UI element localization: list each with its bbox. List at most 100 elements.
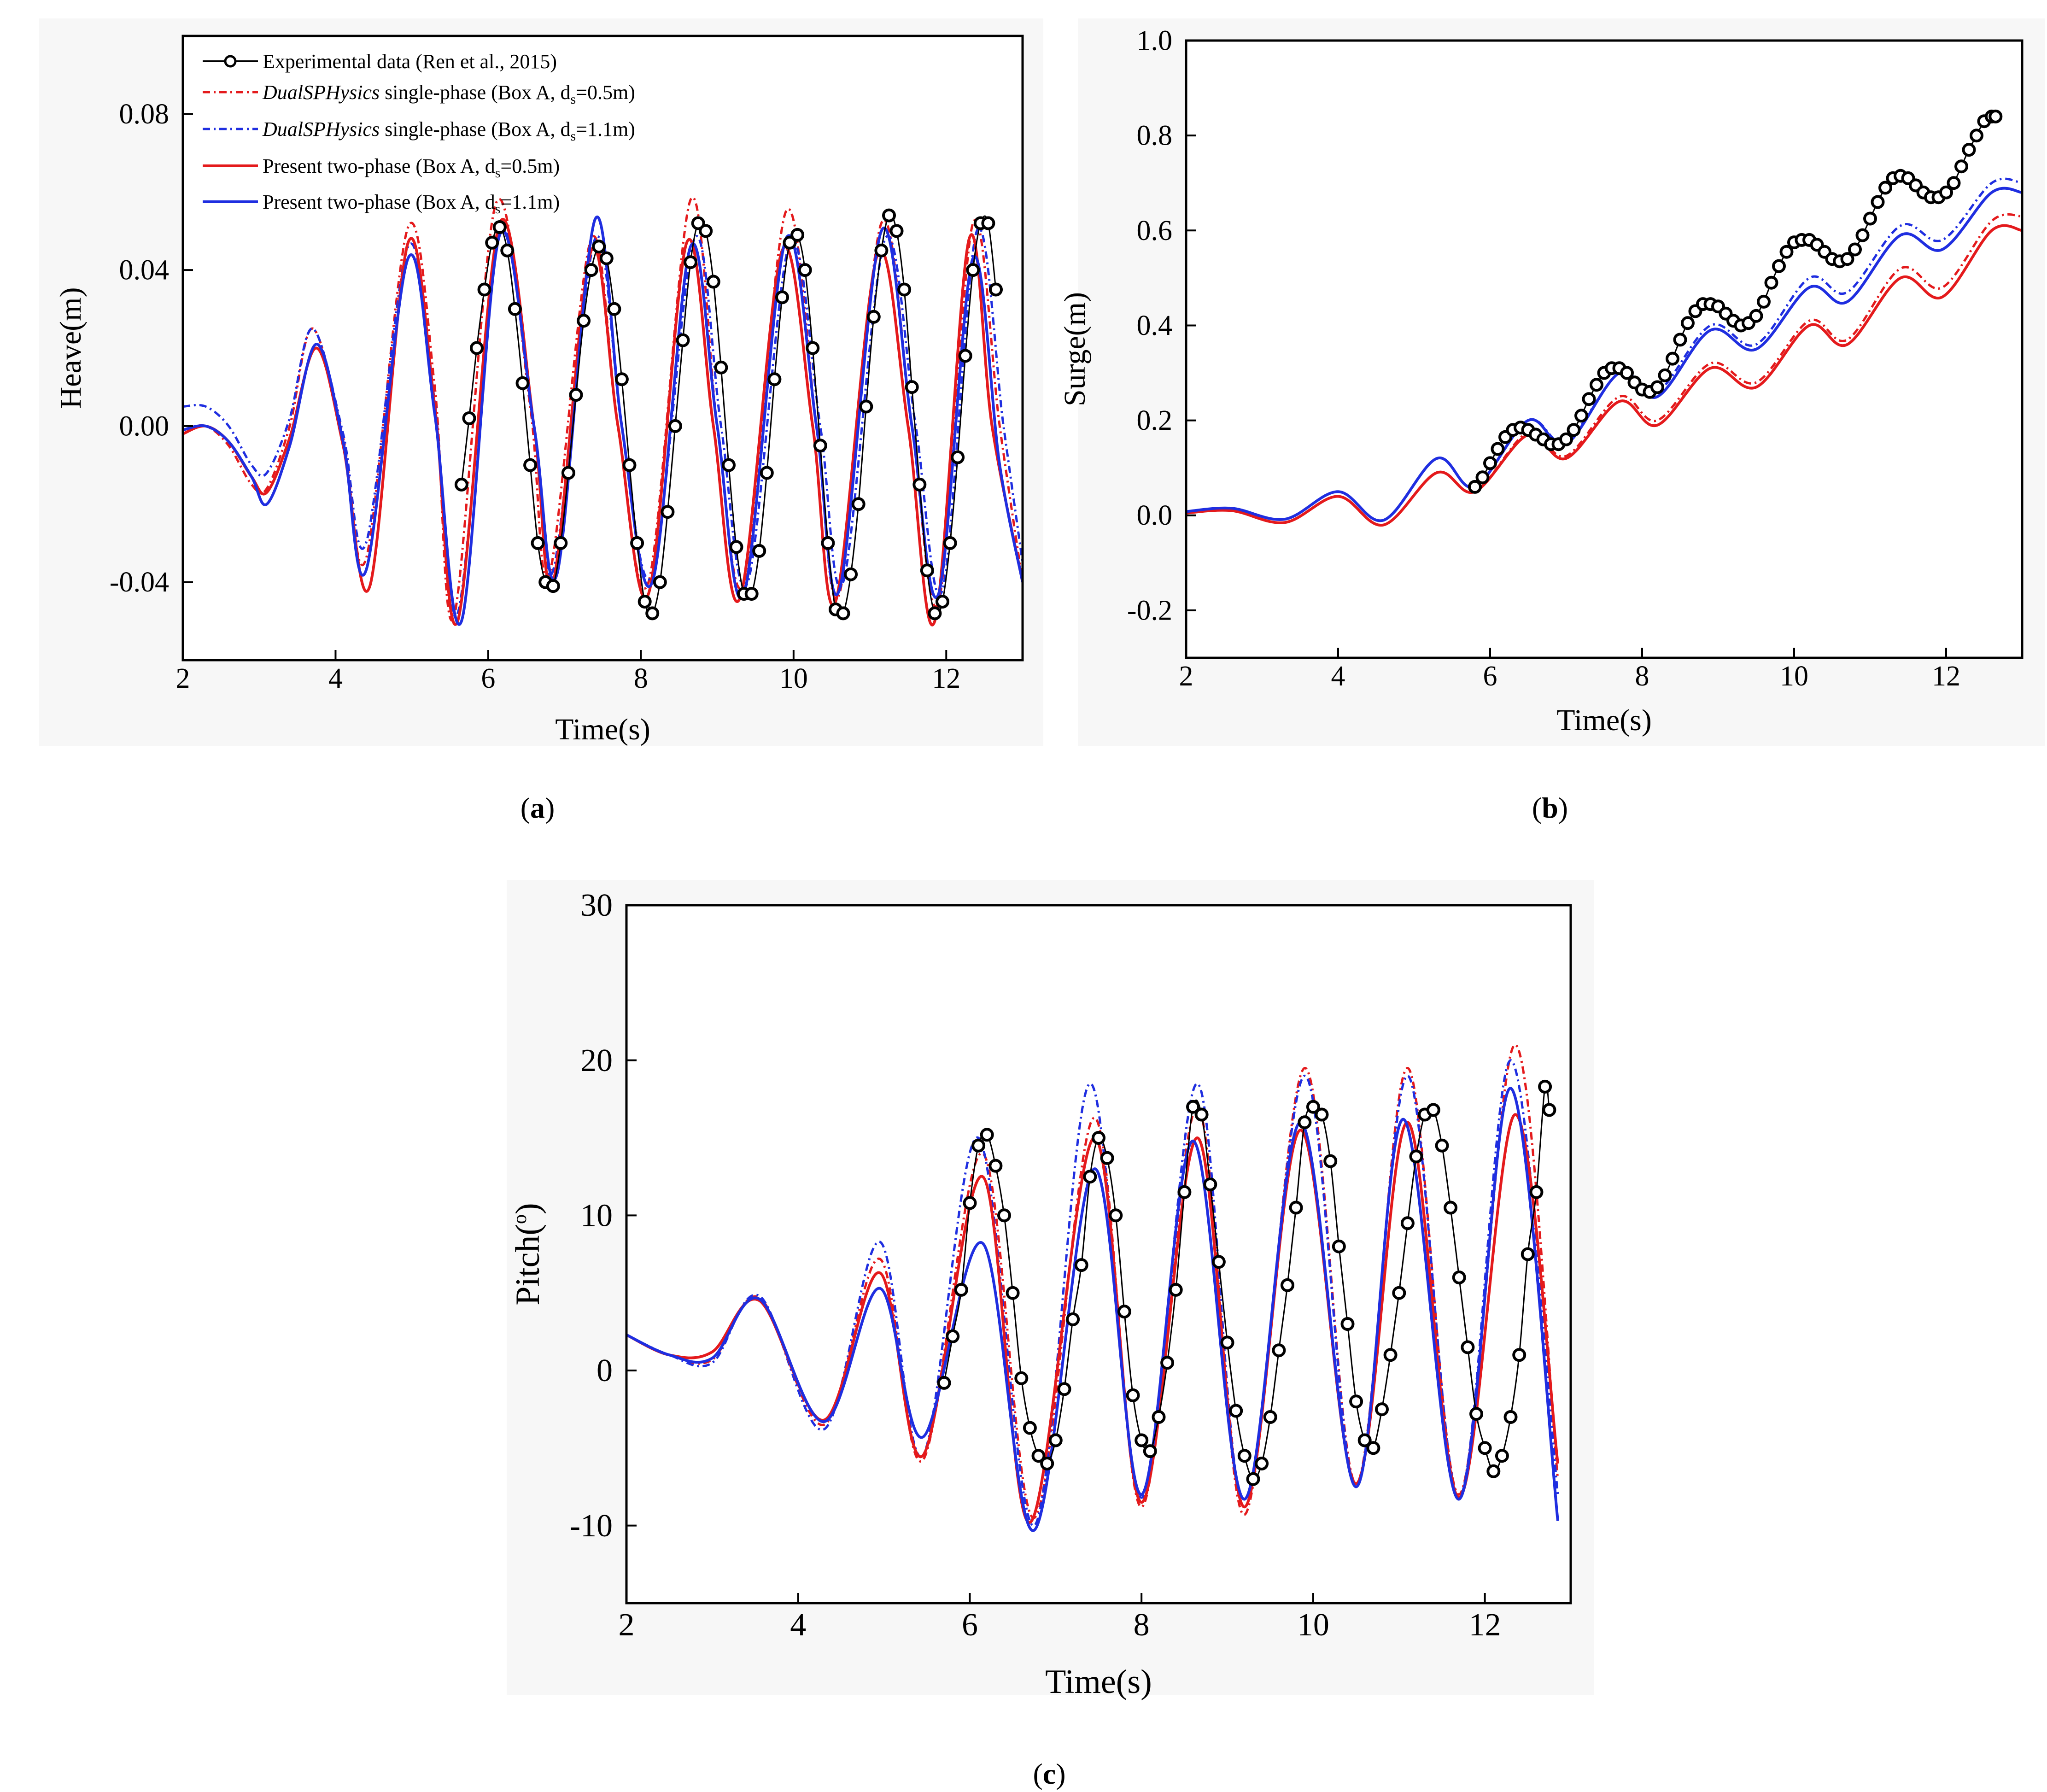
y-axis-title-b: Surge(m) xyxy=(1058,292,1092,406)
exp-marker-c-61 xyxy=(1461,1340,1475,1354)
exp-marker-b-13 xyxy=(1567,423,1581,437)
exp-marker-a-13 xyxy=(554,536,568,550)
exp-marker-a-61 xyxy=(920,563,934,578)
y-tick-label-b-1: 0.0 xyxy=(1137,500,1173,531)
x-tick-label-a-2: 6 xyxy=(481,663,495,694)
exp-marker-a-67 xyxy=(966,263,980,277)
exp-marker-c-23 xyxy=(1135,1433,1149,1447)
exp-marker-a-70 xyxy=(989,282,1003,297)
x-tick-label-b-4: 10 xyxy=(1780,661,1808,692)
exp-marker-a-42 xyxy=(775,290,789,305)
exp-marker-c-59 xyxy=(1444,1201,1458,1215)
exp-marker-b-1 xyxy=(1475,470,1490,485)
panel-label-c: (c) xyxy=(1033,1757,1065,1790)
x-tick-label-b-3: 8 xyxy=(1635,661,1649,692)
exp-marker-c-71 xyxy=(1542,1103,1556,1117)
exp-marker-c-52 xyxy=(1383,1348,1398,1362)
legend-item-dual-11: DualSPHysics single-phase (Box A, ds=1.1… xyxy=(203,118,635,144)
exp-marker-c-26 xyxy=(1160,1356,1175,1370)
y-tick-label-a-0: -0.04 xyxy=(110,567,169,598)
x-tick-label-a-3: 8 xyxy=(634,663,648,694)
exp-marker-a-51 xyxy=(844,567,858,581)
exp-marker-c-31 xyxy=(1203,1177,1217,1191)
exp-marker-a-23 xyxy=(630,536,644,550)
legend-swatch-experimental-marker xyxy=(224,55,237,68)
exp-marker-a-50 xyxy=(836,606,850,621)
exp-marker-a-62 xyxy=(928,606,942,621)
exp-marker-c-2 xyxy=(954,1283,968,1297)
exp-marker-c-43 xyxy=(1306,1100,1320,1114)
exp-marker-c-37 xyxy=(1255,1457,1269,1470)
x-tick-label-b-1: 4 xyxy=(1331,661,1345,692)
exp-marker-c-46 xyxy=(1332,1239,1346,1253)
exp-marker-c-64 xyxy=(1486,1464,1501,1478)
exp-marker-c-5 xyxy=(980,1128,994,1142)
exp-marker-a-2 xyxy=(470,341,484,355)
exp-marker-a-12 xyxy=(546,579,560,593)
exp-marker-a-41 xyxy=(767,372,782,387)
exp-marker-a-3 xyxy=(477,282,491,297)
exp-marker-a-38 xyxy=(744,587,759,601)
exp-marker-a-9 xyxy=(523,458,538,472)
exp-marker-c-47 xyxy=(1340,1317,1355,1331)
exp-marker-a-69 xyxy=(981,216,995,230)
exp-marker-a-40 xyxy=(760,466,774,480)
exp-marker-c-3 xyxy=(963,1196,977,1210)
y-tick-label-c-0: -10 xyxy=(570,1508,613,1544)
y-axis-title-c: Pitch(o) xyxy=(509,1203,547,1305)
exp-marker-a-17 xyxy=(584,263,598,277)
y-tick-label-a-3: 0.08 xyxy=(119,99,170,130)
exp-marker-c-34 xyxy=(1229,1404,1243,1418)
exp-marker-a-1 xyxy=(462,411,476,425)
plot-area-b xyxy=(1186,41,2022,658)
y-tick-label-b-6: 1.0 xyxy=(1137,25,1173,56)
exp-marker-a-64 xyxy=(943,536,957,550)
exp-marker-b-14 xyxy=(1574,409,1588,423)
exp-marker-c-25 xyxy=(1152,1410,1166,1424)
exp-marker-b-64 xyxy=(1954,159,1968,174)
exp-marker-b-69 xyxy=(1989,109,2003,123)
exp-marker-b-52 xyxy=(1863,211,1877,226)
panel-a-heave-chart: 2 4 6 8 10 12 -0.04 0.00 0.04 0.08 Time(s) Heave(m) xyxy=(54,35,1024,746)
series-line-c-red-solid xyxy=(626,1113,1559,1524)
x-tick-label-b-5: 12 xyxy=(1932,661,1960,692)
x-tick-label-c-3: 8 xyxy=(1134,1607,1150,1643)
exp-marker-a-20 xyxy=(607,302,621,316)
exp-marker-a-8 xyxy=(515,376,530,390)
exp-marker-c-48 xyxy=(1349,1394,1363,1409)
x-tick-label-a-5: 12 xyxy=(932,663,960,694)
plot-frame-c xyxy=(625,904,1572,1605)
exp-marker-c-60 xyxy=(1452,1271,1466,1284)
exp-marker-c-13 xyxy=(1048,1433,1063,1447)
x-tick-label-c-1: 4 xyxy=(790,1607,806,1643)
exp-marker-c-32 xyxy=(1211,1255,1226,1269)
exp-marker-c-9 xyxy=(1014,1371,1029,1385)
exp-marker-a-53 xyxy=(859,399,873,414)
exp-marker-a-14 xyxy=(561,466,575,480)
exp-marker-a-27 xyxy=(661,505,675,519)
exp-marker-b-16 xyxy=(1590,378,1603,392)
y-tick-label-c-4: 30 xyxy=(580,888,613,923)
y-tick-label-b-0: -0.2 xyxy=(1127,595,1172,626)
exp-marker-a-28 xyxy=(668,419,682,433)
exp-marker-a-22 xyxy=(622,458,637,472)
exp-marker-c-20 xyxy=(1109,1208,1123,1223)
exp-marker-c-29 xyxy=(1186,1100,1200,1114)
exp-marker-a-29 xyxy=(676,333,690,347)
exp-marker-b-38 xyxy=(1757,294,1771,309)
exp-marker-a-26 xyxy=(653,575,667,589)
x-tick-label-c-4: 10 xyxy=(1297,1607,1329,1643)
exp-marker-a-32 xyxy=(699,224,713,238)
exp-marker-b-25 xyxy=(1658,368,1672,382)
exp-marker-c-50 xyxy=(1366,1441,1380,1455)
exp-marker-c-30 xyxy=(1194,1107,1209,1122)
series-line-a-blue-solid xyxy=(183,216,1023,626)
exp-marker-a-33 xyxy=(706,275,720,289)
x-tick-label-a-1: 4 xyxy=(328,663,343,694)
legend-item-experimental: Experimental data (Ren et al., 2015) xyxy=(203,50,557,73)
exp-marker-a-65 xyxy=(951,450,965,464)
exp-marker-c-21 xyxy=(1117,1305,1131,1319)
y-tick-label-a-2: 0.04 xyxy=(119,255,170,286)
exp-marker-b-0 xyxy=(1468,480,1482,494)
exp-marker-c-58 xyxy=(1435,1138,1449,1153)
